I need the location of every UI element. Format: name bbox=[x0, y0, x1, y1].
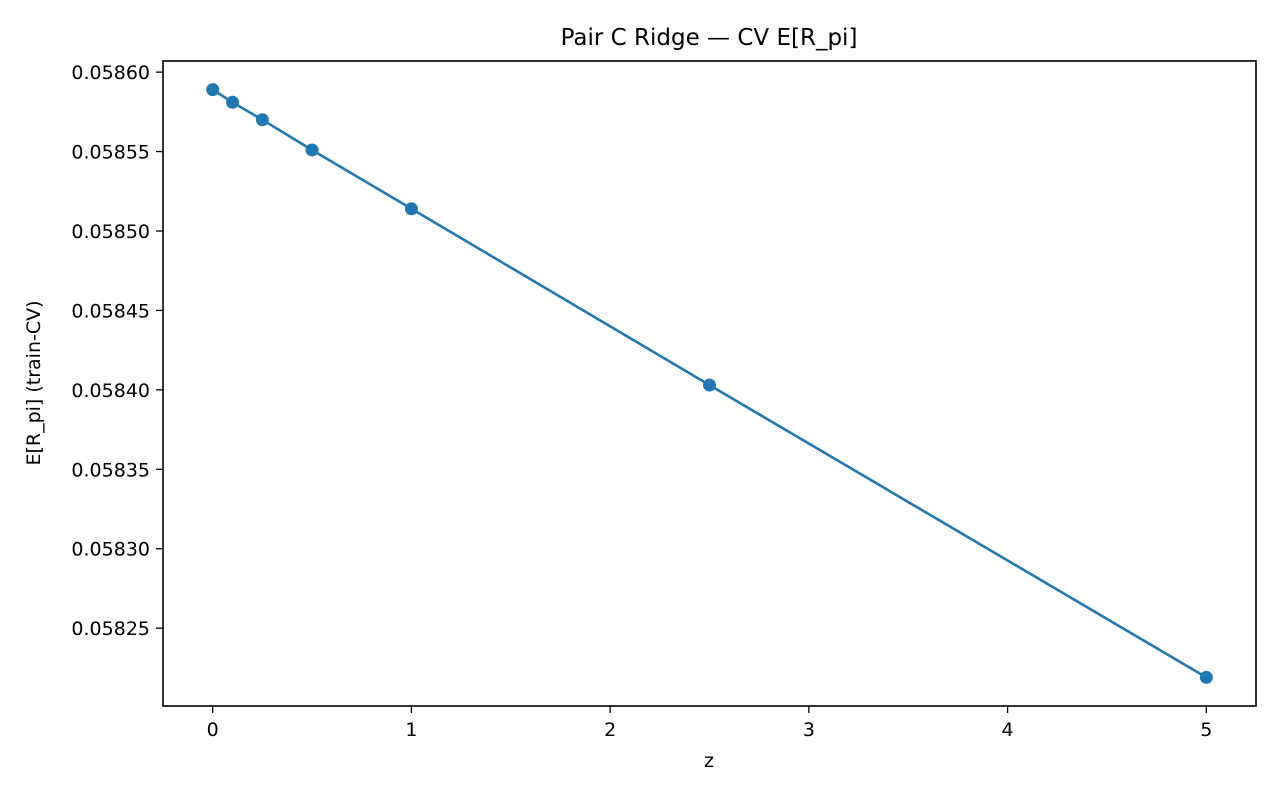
plot-area: 0 1 2 3 4 5 0.05825 0.05830 0.05835 0.05840 0.0584… bbox=[71, 61, 1256, 741]
data-point bbox=[405, 202, 418, 215]
y-tick-label: 0.05850 bbox=[71, 221, 150, 243]
y-tick-label: 0.05860 bbox=[71, 62, 150, 84]
y-tick-label: 0.05840 bbox=[71, 380, 150, 402]
x-tick-label: 4 bbox=[1002, 719, 1014, 741]
x-axis-label: z bbox=[704, 750, 714, 772]
y-tick-label: 0.05855 bbox=[71, 142, 150, 164]
x-tick-label: 1 bbox=[405, 719, 417, 741]
x-tick-label: 0 bbox=[207, 719, 219, 741]
y-tick-label: 0.05835 bbox=[71, 459, 150, 481]
y-axis-label: E[R_pi] (train-CV) bbox=[23, 300, 45, 465]
y-tick-label: 0.05825 bbox=[71, 618, 150, 640]
x-tick-label: 2 bbox=[604, 719, 616, 741]
data-point bbox=[306, 143, 319, 156]
y-tick-label: 0.05830 bbox=[71, 539, 150, 561]
chart-title: Pair C Ridge — CV E[R_pi] bbox=[561, 25, 858, 51]
data-point bbox=[206, 83, 219, 96]
x-tick-label: 5 bbox=[1200, 719, 1212, 741]
data-point bbox=[256, 113, 269, 126]
y-tick-label: 0.05845 bbox=[71, 300, 150, 322]
data-point bbox=[226, 96, 239, 109]
data-point bbox=[703, 379, 716, 392]
data-point bbox=[1200, 671, 1213, 684]
x-tick-label: 3 bbox=[803, 719, 815, 741]
